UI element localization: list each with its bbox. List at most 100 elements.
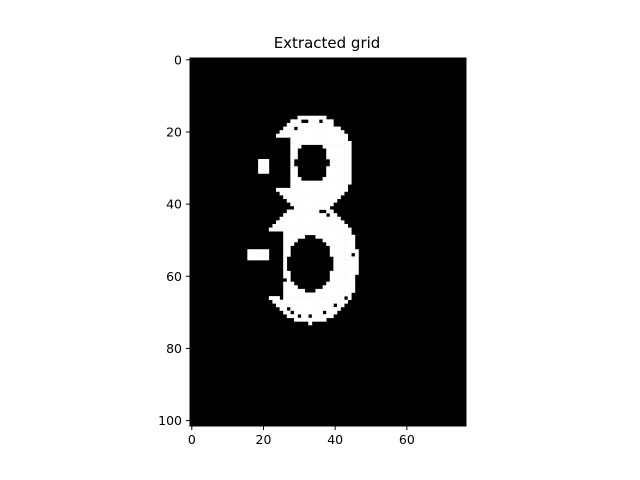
grid-cell — [344, 137, 349, 142]
grid-cell — [286, 278, 291, 282]
grid-cell — [333, 296, 338, 301]
grid-cell — [322, 140, 327, 145]
grid-cell — [336, 278, 341, 282]
grid-cell — [311, 314, 316, 319]
grid-cell — [322, 296, 327, 301]
grid-cell — [333, 220, 338, 225]
grid-cell — [283, 220, 288, 225]
grid-cell — [311, 180, 316, 185]
grid-cell — [297, 126, 302, 131]
grid-cell — [315, 191, 320, 196]
grid-cell — [308, 126, 313, 131]
grid-cell — [261, 256, 266, 261]
grid-cell — [336, 166, 341, 171]
grid-cell — [311, 119, 316, 124]
grid-cell — [326, 310, 331, 315]
grid-cell — [265, 159, 270, 163]
grid-cell — [297, 133, 302, 138]
grid-cell — [329, 227, 334, 232]
grid-cell — [351, 285, 356, 290]
grid-cell — [322, 195, 327, 200]
grid-cell — [301, 310, 305, 315]
grid-cell — [333, 306, 338, 311]
grid-cell — [333, 151, 338, 156]
grid-cell — [265, 162, 270, 167]
grid-cell — [290, 169, 295, 174]
grid-cell — [344, 256, 349, 261]
grid-cell — [326, 292, 331, 297]
grid-cell — [301, 180, 305, 185]
grid-cell — [351, 234, 356, 239]
grid-cell — [301, 140, 305, 145]
grid-cell — [322, 133, 327, 138]
grid-cell — [311, 202, 316, 207]
grid-cell — [283, 187, 288, 192]
grid-cell — [293, 130, 298, 135]
grid-cell — [254, 252, 259, 257]
grid-cell — [293, 195, 298, 200]
grid-cell — [344, 270, 349, 275]
grid-cell — [297, 288, 302, 293]
grid-cell — [279, 299, 284, 304]
grid-cell — [297, 184, 302, 189]
grid-cell — [315, 223, 320, 228]
grid-cell — [297, 216, 302, 221]
grid-cell — [340, 151, 345, 156]
grid-cell — [329, 310, 334, 315]
grid-cell — [319, 299, 323, 304]
grid-cell — [336, 155, 341, 160]
grid-cell — [304, 314, 309, 319]
grid-cell — [301, 303, 305, 308]
grid-cell — [279, 306, 284, 311]
grid-cell — [333, 281, 338, 286]
grid-cell — [311, 115, 316, 120]
grid-cell — [326, 173, 331, 178]
grid-cell — [290, 223, 295, 228]
grid-cell — [340, 130, 345, 135]
grid-cell — [315, 115, 320, 120]
grid-cell — [336, 249, 341, 254]
grid-cell — [336, 173, 341, 178]
grid-cell — [265, 169, 270, 174]
grid-cell — [319, 140, 323, 145]
grid-cell — [308, 299, 313, 304]
grid-cell — [333, 252, 338, 257]
grid-cell — [290, 213, 295, 218]
grid-cell — [336, 252, 341, 257]
grid-cell — [290, 303, 295, 308]
grid-cell — [329, 162, 334, 167]
grid-cell — [344, 274, 349, 279]
grid-cell — [344, 155, 349, 160]
grid-cell — [333, 231, 338, 236]
grid-cell — [301, 292, 305, 297]
grid-cell — [290, 216, 295, 221]
y-tick-label: 80 — [166, 341, 182, 356]
grid-cell — [265, 249, 270, 254]
grid-cell — [290, 314, 295, 319]
grid-cell — [319, 306, 323, 311]
grid-cell — [347, 140, 352, 145]
grid-cell — [322, 202, 327, 207]
grid-cell — [247, 256, 252, 261]
grid-cell — [293, 151, 298, 156]
grid-cell — [286, 220, 291, 225]
grid-cell — [329, 198, 334, 203]
grid-cell — [286, 227, 291, 232]
grid-cell — [290, 151, 295, 156]
grid-cell — [304, 115, 309, 120]
grid-cell — [311, 191, 316, 196]
grid-cell — [333, 267, 338, 272]
grid-cell — [336, 180, 341, 185]
grid-cell — [293, 238, 298, 243]
x-tick-label: 0 — [188, 432, 196, 447]
grid-cell — [333, 126, 338, 131]
grid-cell — [311, 310, 316, 315]
grid-cell — [344, 140, 349, 145]
grid-cell — [326, 209, 331, 214]
grid-cell — [329, 245, 334, 250]
grid-cell — [336, 256, 341, 261]
grid-cell — [283, 191, 288, 196]
grid-cell — [315, 213, 320, 218]
grid-cell — [351, 249, 356, 254]
grid-cell — [311, 137, 316, 142]
